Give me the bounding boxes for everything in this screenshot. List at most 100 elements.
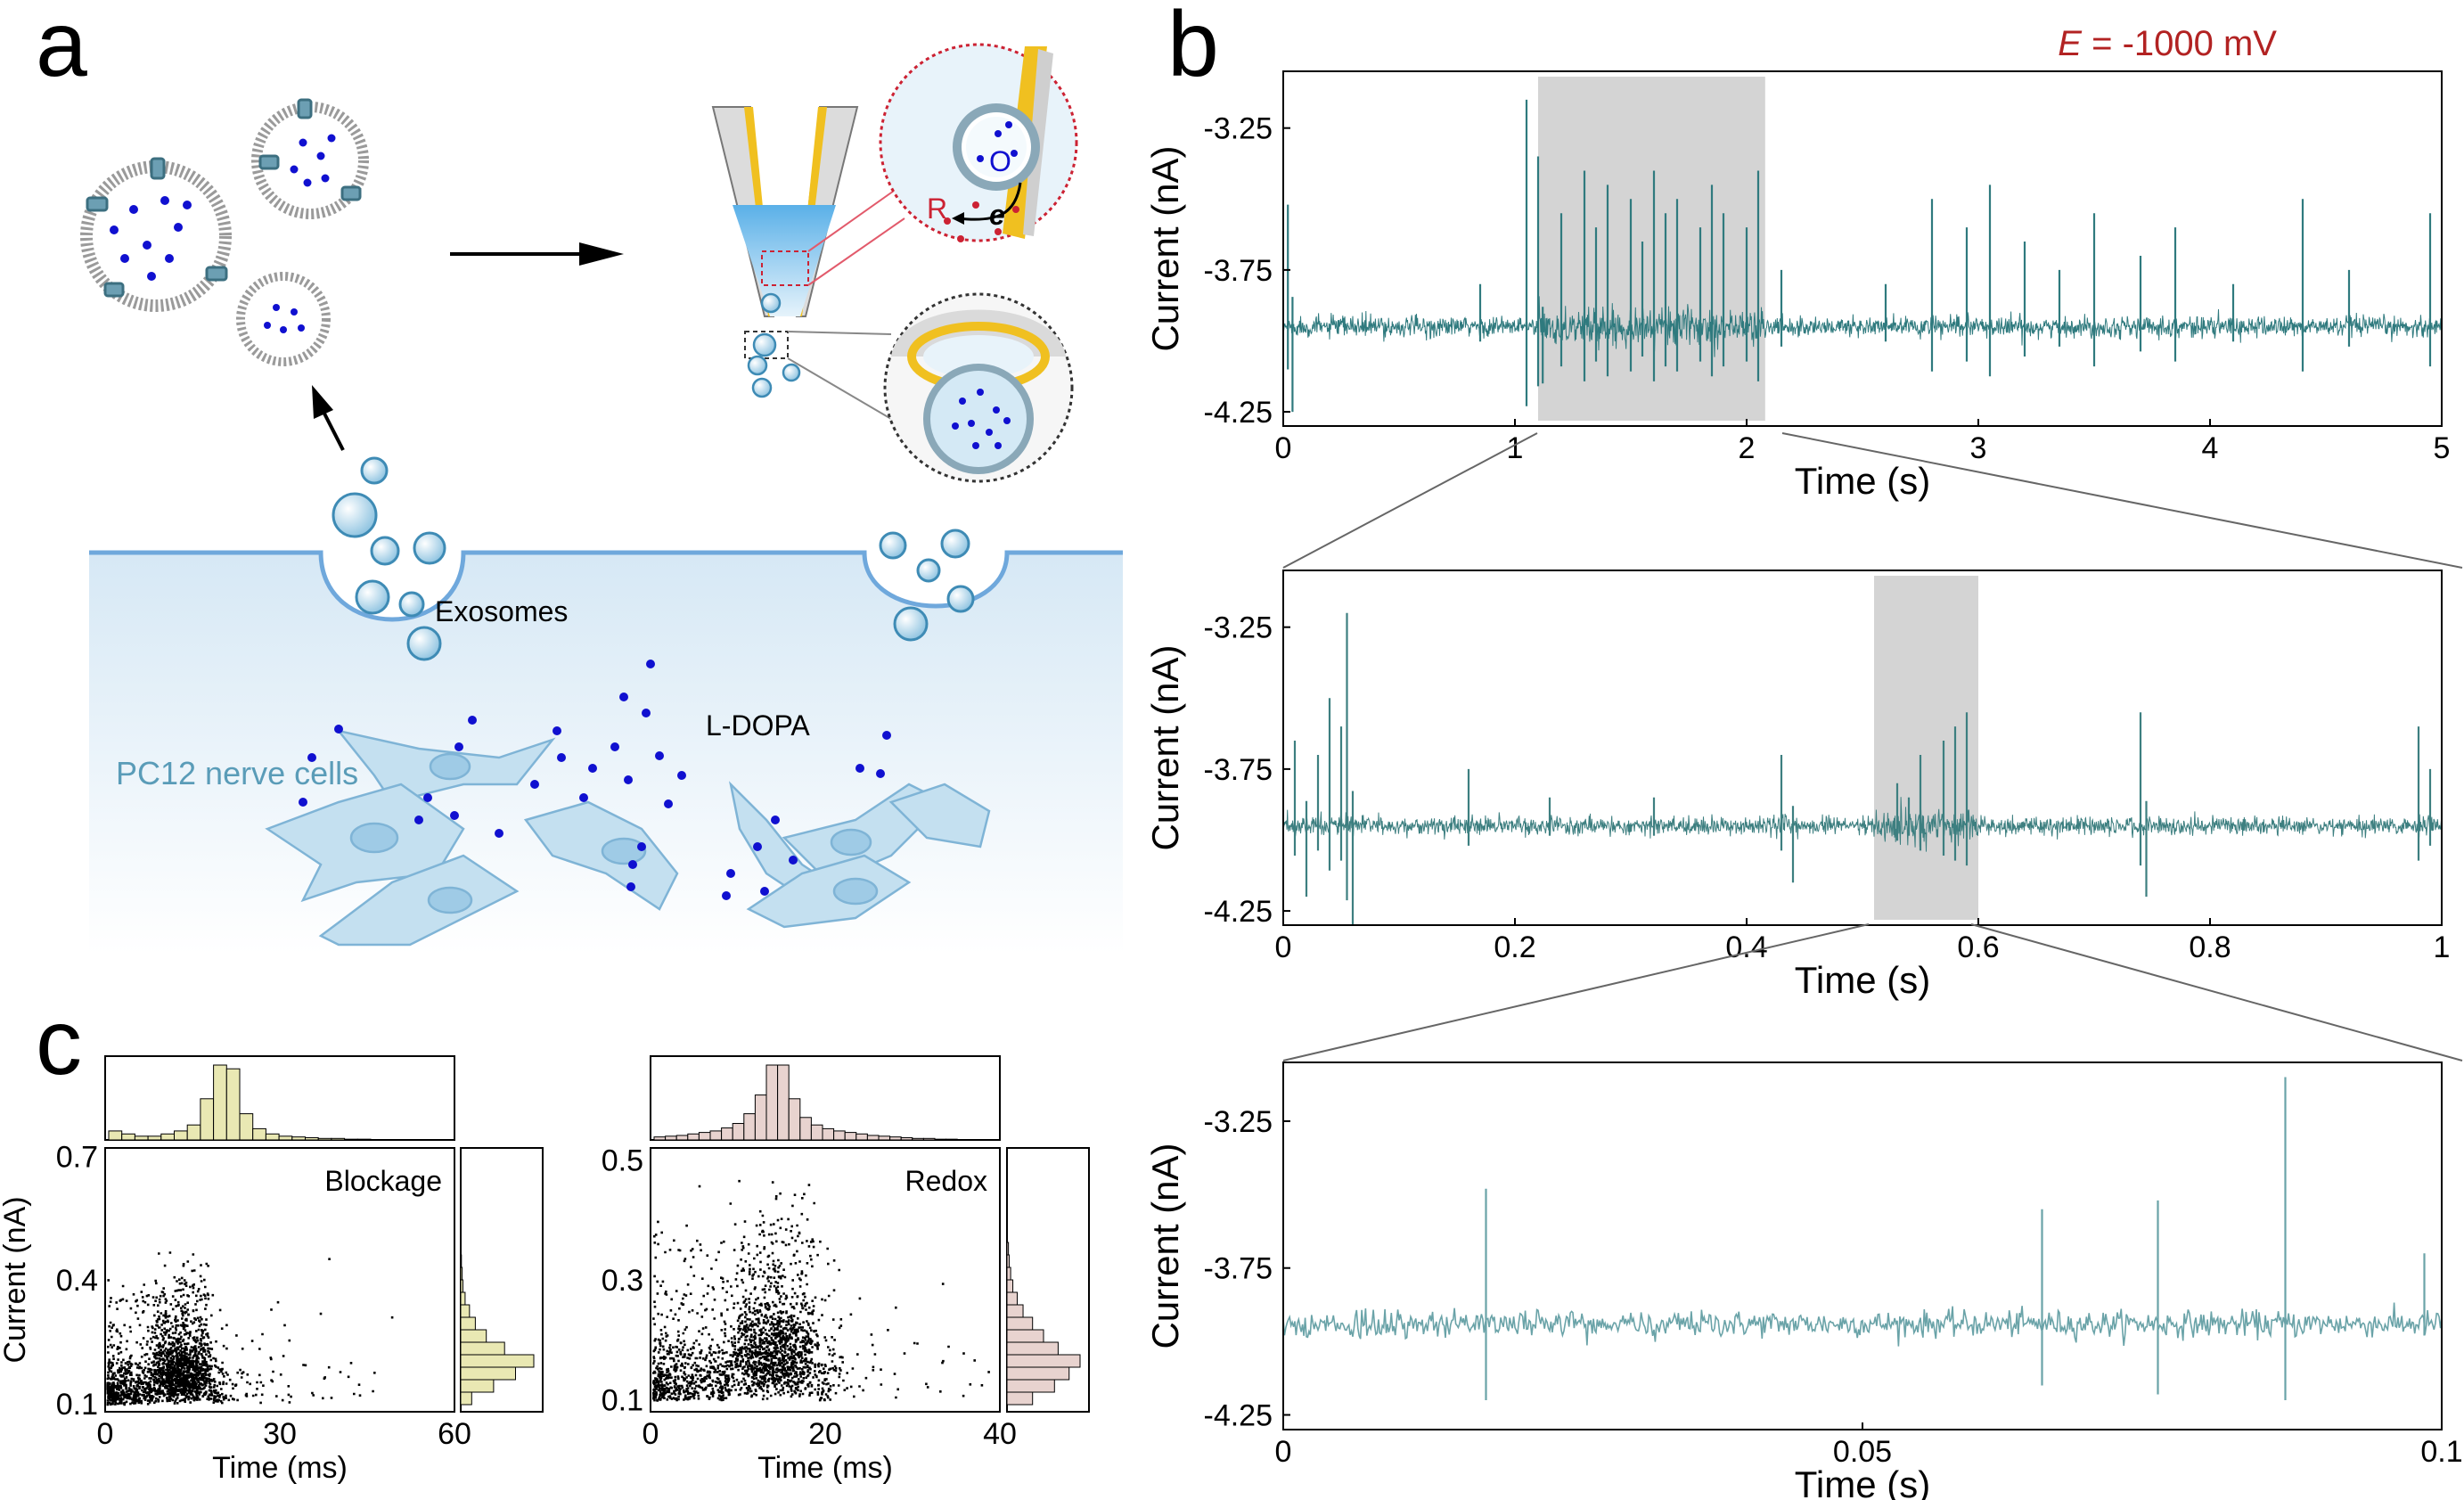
- highlight-region: [1874, 576, 1978, 920]
- top-histogram-bar: [108, 1130, 123, 1141]
- top-histogram-bar: [160, 1133, 176, 1141]
- right-histogram-bar: [1006, 1379, 1055, 1393]
- right-histogram-bar: [460, 1254, 463, 1268]
- right-histogram-bar: [1006, 1254, 1010, 1268]
- top-histogram-bar: [844, 1132, 857, 1141]
- top-histogram-bar: [822, 1127, 835, 1141]
- release-arrow: [321, 409, 345, 451]
- x-tick-label: 3: [1970, 431, 1987, 465]
- right-histogram-bar: [460, 1316, 476, 1331]
- top-histogram-bar: [743, 1113, 756, 1141]
- top-histogram-bar: [687, 1133, 700, 1141]
- scatter-points: [652, 1179, 990, 1402]
- zoom-connector-2-right: [1970, 923, 2463, 1061]
- top-histogram-bar: [732, 1123, 745, 1141]
- x-tick-label: 1: [1507, 431, 1524, 465]
- signal-trace: [1282, 1302, 2443, 1347]
- top-histogram-bar: [200, 1098, 215, 1141]
- top-histogram-bar: [121, 1133, 135, 1141]
- plot-frame: [1282, 570, 2443, 926]
- x-tick-label: 40: [983, 1417, 1017, 1451]
- scatter-redox: Redox 0 20 40 0.5 0.3 0.1 Time (ms): [602, 1055, 1090, 1485]
- right-histogram-bar: [1006, 1316, 1034, 1331]
- y-tick-label: -4.25: [1204, 396, 1273, 430]
- top-histogram-bar: [912, 1137, 924, 1141]
- top-histogram-frame: [650, 1055, 1001, 1141]
- right-histogram-bar: [1006, 1279, 1014, 1293]
- top-histogram-bar: [675, 1135, 689, 1141]
- top-histogram-bar: [134, 1135, 149, 1141]
- x-tick-label: 4: [2202, 431, 2219, 465]
- top-histogram-frame: [104, 1055, 455, 1141]
- top-histogram-bar: [239, 1113, 254, 1141]
- y-tick-label: -3.75: [1204, 254, 1273, 288]
- scatter-frame: [650, 1147, 1001, 1413]
- top-histogram-bar: [922, 1137, 936, 1141]
- top-histogram-bar: [265, 1133, 280, 1141]
- x-tick-label: 1: [2434, 930, 2451, 964]
- scatter-type-label: Blockage: [324, 1165, 442, 1197]
- y-tick-label: 0.4: [56, 1264, 98, 1298]
- electron-label: e: [989, 199, 1005, 231]
- exosome-top: [251, 98, 369, 219]
- top-histogram-bar: [356, 1138, 372, 1141]
- potential-label: E = -1000 mV: [2058, 24, 2277, 63]
- top-histogram-bar: [252, 1127, 266, 1141]
- right-histogram-bar: [1006, 1354, 1081, 1368]
- cells-label: PC12 nerve cells: [116, 755, 358, 791]
- highlight-region: [1538, 77, 1765, 421]
- potential-symbol: E: [2058, 24, 2083, 63]
- y-tick-label: -3.75: [1204, 753, 1273, 787]
- top-histogram-bar: [833, 1130, 846, 1141]
- x-tick-label: 0: [1275, 431, 1292, 465]
- panel-label-a: a: [36, 0, 87, 96]
- right-histogram-bar: [460, 1341, 505, 1356]
- reduced-label: R: [927, 193, 947, 225]
- scatter-points: [106, 1251, 394, 1406]
- oxidized-label: O: [989, 145, 1011, 177]
- signal-trace: [1282, 797, 2443, 852]
- panel-label-b: b: [1167, 0, 1219, 96]
- top-histogram-bar: [278, 1135, 293, 1141]
- x-tick-label: 0: [97, 1417, 114, 1451]
- top-histogram-bar: [788, 1098, 801, 1141]
- signal-trace: [1282, 296, 2443, 357]
- top-histogram-bar: [225, 1068, 241, 1141]
- x-tick-label: 20: [808, 1417, 842, 1451]
- right-histogram-bar: [460, 1266, 463, 1281]
- top-histogram-bar: [709, 1130, 723, 1141]
- exosomes-label: Exosomes: [435, 595, 568, 627]
- top-histogram-bar: [945, 1138, 958, 1141]
- release-arrow-head: [312, 385, 333, 419]
- top-histogram-bar: [878, 1135, 891, 1141]
- top-histogram-bar: [721, 1127, 733, 1141]
- right-histogram-bar: [1006, 1366, 1070, 1381]
- ldopa-molecules: [299, 660, 891, 900]
- nanopipette: [711, 106, 919, 420]
- top-histogram-bar: [305, 1136, 319, 1141]
- trace-panel-top: 0 1 2 3 4 5 -3.25 -3.75 -4.25 Time (s) Current (nA…: [1144, 70, 2450, 502]
- top-histogram-bar: [213, 1064, 227, 1141]
- pc12-cells: [265, 729, 991, 947]
- y-tick-label: 0.3: [602, 1264, 643, 1298]
- y-tick-label: 0.7: [56, 1140, 98, 1174]
- x-tick-label: 0: [1275, 930, 1292, 964]
- scatter-frame: [104, 1147, 455, 1413]
- y-tick-label: -3.75: [1204, 1252, 1273, 1286]
- top-histogram-bar: [344, 1138, 358, 1141]
- y-tick-label: -3.25: [1204, 112, 1273, 146]
- zoom-redox: O R e: [879, 43, 1078, 242]
- right-histogram-bar: [1006, 1341, 1059, 1356]
- cell-medium: [89, 553, 1123, 954]
- right-histogram-bar: [460, 1379, 495, 1393]
- right-histogram-bar: [460, 1391, 472, 1406]
- x-axis-label: Time (ms): [757, 1451, 893, 1485]
- right-histogram-bar: [1006, 1304, 1024, 1318]
- exosome-small: [236, 272, 331, 366]
- x-tick-label: 0.4: [1725, 930, 1767, 964]
- y-tick-label: -4.25: [1204, 1399, 1273, 1433]
- y-axis-label: Current (nA): [1144, 1143, 1186, 1348]
- x-tick-label: 0: [643, 1417, 659, 1451]
- exosome-large: [80, 157, 232, 312]
- top-histogram-bar: [317, 1137, 332, 1141]
